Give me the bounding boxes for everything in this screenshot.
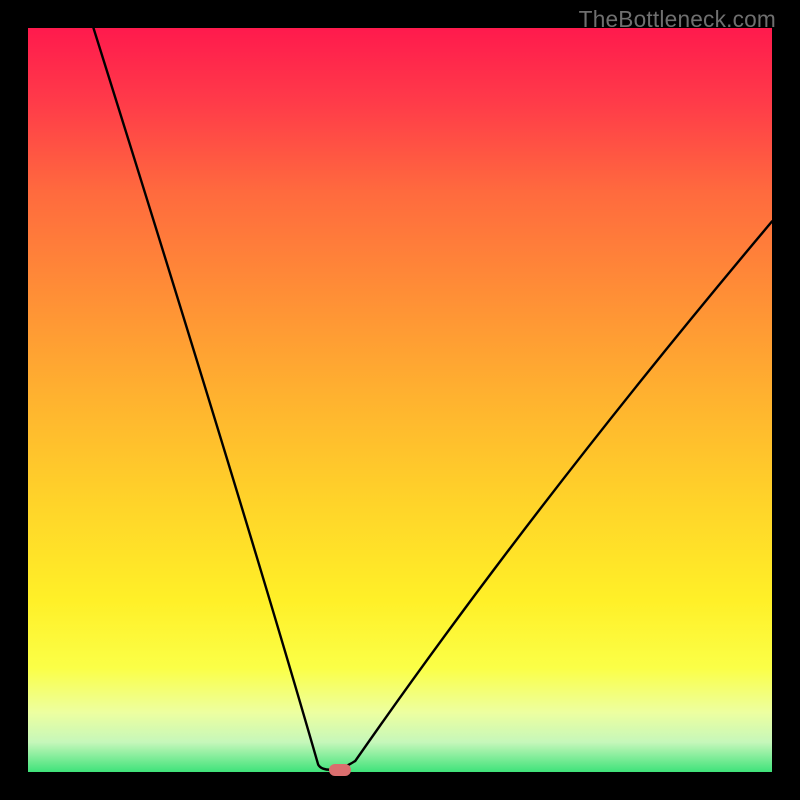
bottleneck-marker — [329, 764, 351, 776]
chart-frame: TheBottleneck.com — [0, 0, 800, 800]
watermark-text: TheBottleneck.com — [579, 6, 776, 33]
gradient-background — [28, 28, 772, 772]
plot-svg — [28, 28, 772, 772]
bottleneck-curve — [93, 28, 772, 770]
plot-area — [28, 28, 772, 772]
